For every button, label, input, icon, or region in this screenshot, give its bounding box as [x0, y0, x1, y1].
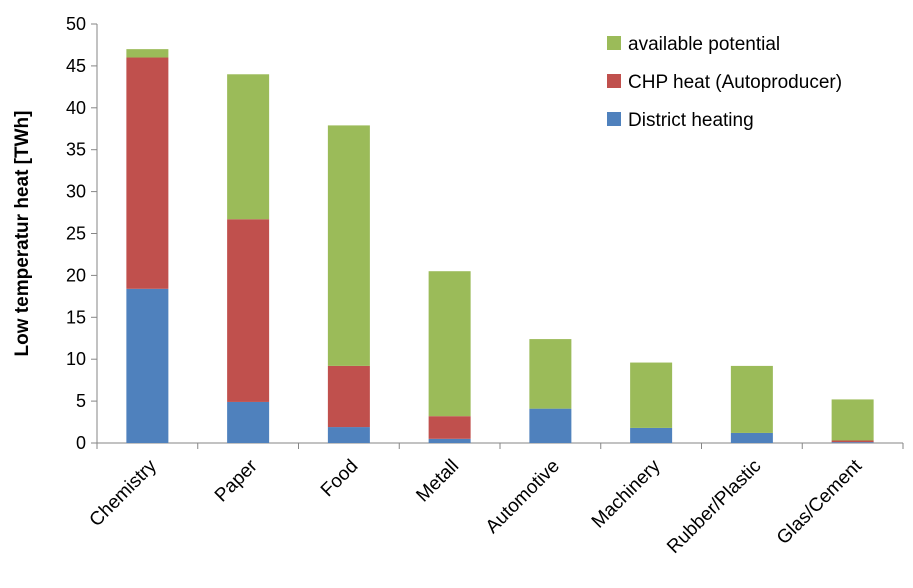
legend-swatch	[607, 112, 621, 126]
y-tick-label: 25	[66, 224, 86, 244]
y-tick-label: 50	[66, 14, 86, 34]
bar-segment	[227, 219, 270, 402]
y-tick-label: 20	[66, 265, 86, 285]
bar-segment	[529, 408, 572, 443]
bar-segment	[730, 432, 773, 443]
bar-segment	[630, 362, 673, 428]
x-tick-label: Glas/Cement	[773, 455, 867, 549]
x-tick-label: Food	[317, 456, 362, 501]
bar-segment	[428, 438, 471, 443]
y-tick-label: 10	[66, 349, 86, 369]
bar-segment	[831, 399, 874, 441]
y-tick-label: 40	[66, 98, 86, 118]
legend-label: District heating	[628, 110, 754, 131]
legend: available potential CHP heat (Autoproduce…	[607, 34, 842, 131]
y-tick-label: 30	[66, 182, 86, 202]
bar-segment	[831, 440, 874, 443]
bar-segment	[730, 365, 773, 433]
bars	[126, 49, 874, 443]
legend-swatch	[607, 74, 621, 88]
bar-segment	[126, 288, 169, 443]
bar-segment	[327, 125, 370, 366]
x-axis-ticks: Chemistry Paper Food Metall Automotive Machin…	[86, 443, 904, 558]
bar-segment	[227, 401, 270, 443]
x-tick-label: Chemistry	[86, 455, 162, 531]
bar-segment	[327, 365, 370, 428]
legend-label: CHP heat (Autoproducer)	[628, 72, 842, 93]
bar-segment	[831, 442, 874, 443]
y-axis-title-group: Low temperatur heat [TWh]	[12, 111, 33, 357]
y-tick-label: 5	[76, 391, 86, 411]
x-tick-label: Rubber/Plastic	[663, 456, 765, 558]
legend-label: available potential	[628, 34, 780, 55]
bar-segment	[428, 271, 471, 417]
bar-segment	[227, 74, 270, 220]
bar-segment	[630, 427, 673, 443]
x-tick-label: Automotive	[482, 456, 564, 538]
bar-segment	[126, 49, 169, 58]
y-axis-title: Low temperatur heat [TWh]	[12, 111, 33, 357]
x-tick-label: Metall	[412, 456, 463, 507]
y-axis-ticks: 0 5 10 15 20 25 30 35 40 45 50	[66, 14, 97, 453]
bar-segment	[126, 57, 169, 289]
bar-segment	[428, 416, 471, 439]
bar-segment	[529, 339, 572, 409]
x-tick-label: Paper	[211, 455, 262, 506]
y-tick-label: 0	[76, 433, 86, 453]
legend-swatch	[607, 36, 621, 50]
y-tick-label: 35	[66, 140, 86, 160]
y-tick-label: 45	[66, 56, 86, 76]
y-tick-label: 15	[66, 307, 86, 327]
bar-segment	[327, 427, 370, 443]
x-tick-label: Machinery	[588, 455, 665, 532]
